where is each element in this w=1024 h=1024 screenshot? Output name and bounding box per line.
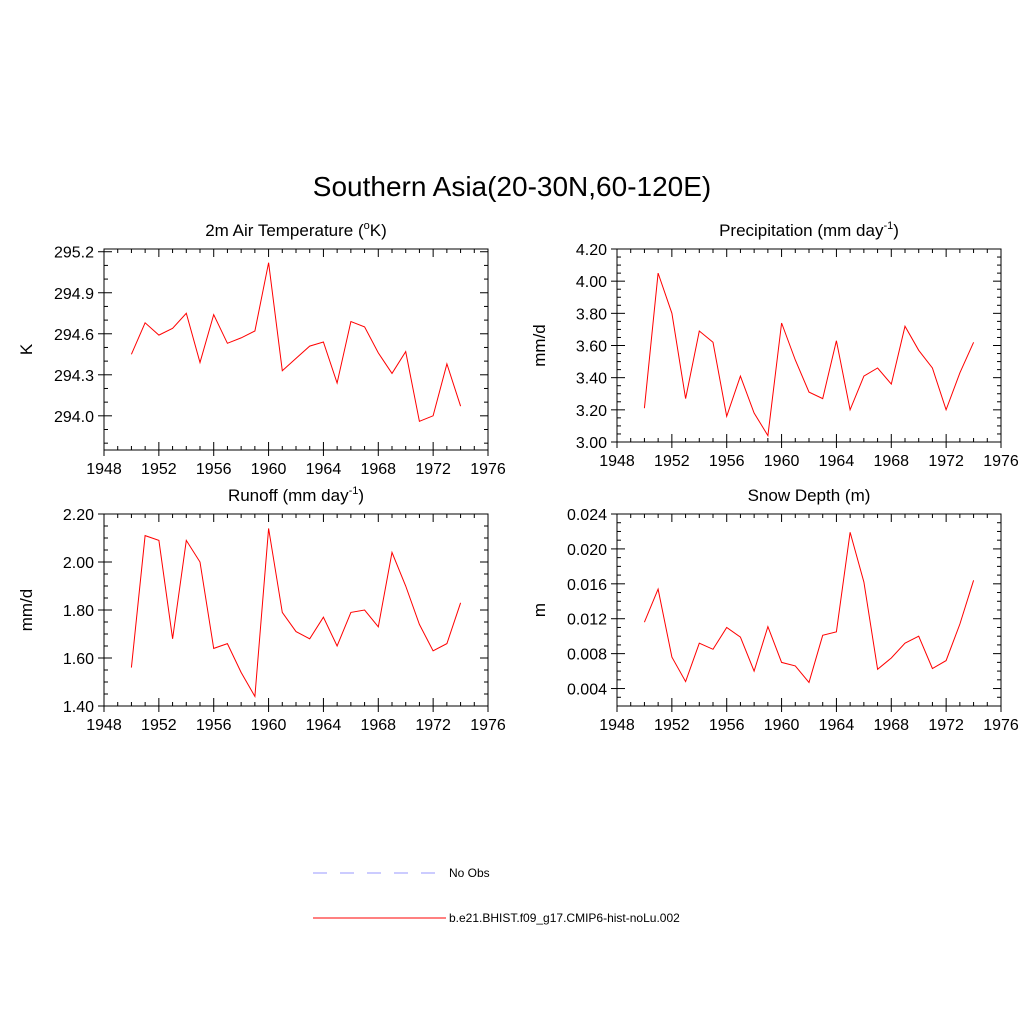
x-tick-label: 1948 bbox=[599, 717, 635, 734]
x-tick-label: 1948 bbox=[86, 717, 122, 734]
panel-snow-depth: 1948 1952 1956 1960 1964 1968 1972 1976 0.004 0.0… bbox=[530, 486, 1019, 734]
y-tick-label: 1.40 bbox=[63, 699, 94, 716]
y-axis-label: m bbox=[530, 603, 549, 617]
x-tick-label: 1952 bbox=[141, 461, 177, 478]
y-tick-label: 294.3 bbox=[54, 368, 94, 385]
x-tick-label: 1948 bbox=[599, 453, 635, 470]
y-tick-label: 0.020 bbox=[567, 542, 607, 559]
y-tick-label: 3.80 bbox=[576, 306, 607, 323]
x-tick-label: 1960 bbox=[764, 453, 800, 470]
y-axis-label: K bbox=[17, 343, 36, 355]
y-axis-label: mm/d bbox=[17, 589, 36, 632]
y-tick-label: 3.40 bbox=[576, 371, 607, 388]
series-line bbox=[130, 528, 462, 699]
y-tick-label: 2.20 bbox=[63, 507, 94, 524]
series-line bbox=[643, 532, 975, 684]
plot-frame bbox=[616, 248, 1002, 443]
y-tick-label: 4.20 bbox=[576, 242, 607, 259]
y-tick-label: 1.60 bbox=[63, 651, 94, 668]
x-tick-label: 1968 bbox=[873, 717, 909, 734]
x-tick-label: 1968 bbox=[360, 717, 396, 734]
x-tick-label: 1960 bbox=[764, 717, 800, 734]
x-tick-label: 1972 bbox=[928, 717, 964, 734]
figure-title: Southern Asia(20-30N,60-120E) bbox=[313, 171, 711, 202]
y-tick-label: 0.016 bbox=[567, 577, 607, 594]
y-tick-label: 2.00 bbox=[63, 555, 94, 572]
y-tick-label: 0.024 bbox=[567, 507, 607, 524]
y-tick-label: 294.6 bbox=[54, 327, 94, 344]
legend: No Obs b.e21.BHIST.f09_g17.CMIP6-hist-no… bbox=[313, 866, 680, 925]
x-tick-label: 1964 bbox=[306, 461, 342, 478]
x-tick-label: 1948 bbox=[86, 461, 122, 478]
x-tick-label: 1952 bbox=[654, 717, 690, 734]
panel-precipitation: 1948 1952 1956 1960 1964 1968 1972 1976 3.00 3.20… bbox=[530, 220, 1019, 470]
y-tick-label: 0.004 bbox=[567, 682, 607, 699]
x-tick-label: 1964 bbox=[819, 717, 855, 734]
panel-air-temperature: 1948 1952 1956 1960 1964 1968 1972 1976 294.0 294… bbox=[17, 220, 506, 478]
y-axis-label: mm/d bbox=[530, 324, 549, 367]
y-tick-label: 294.9 bbox=[54, 286, 94, 303]
x-tick-label: 1976 bbox=[983, 717, 1019, 734]
y-tick-label: 0.012 bbox=[567, 612, 607, 629]
x-tick-label: 1956 bbox=[196, 461, 232, 478]
x-tick-label: 1964 bbox=[819, 453, 855, 470]
legend-label-no-obs: No Obs bbox=[449, 866, 490, 880]
x-tick-label: 1968 bbox=[360, 461, 396, 478]
x-tick-label: 1952 bbox=[141, 717, 177, 734]
legend-label-model: b.e21.BHIST.f09_g17.CMIP6-hist-noLu.002 bbox=[449, 911, 680, 925]
x-tick-label: 1956 bbox=[196, 717, 232, 734]
y-tick-label: 3.20 bbox=[576, 403, 607, 420]
x-tick-label: 1972 bbox=[928, 453, 964, 470]
panel-title: Precipitation (mm day-1) bbox=[719, 220, 899, 240]
x-tick-label: 1976 bbox=[470, 461, 506, 478]
y-tick-label: 4.00 bbox=[576, 274, 607, 291]
series-line bbox=[130, 262, 462, 422]
x-tick-label: 1960 bbox=[251, 717, 287, 734]
y-tick-label: 1.80 bbox=[63, 603, 94, 620]
x-tick-label: 1972 bbox=[415, 717, 451, 734]
panel-title: Runoff (mm day-1) bbox=[228, 485, 364, 505]
x-tick-label: 1956 bbox=[709, 453, 745, 470]
x-tick-label: 1968 bbox=[873, 453, 909, 470]
plot-frame bbox=[103, 248, 489, 451]
x-tick-label: 1960 bbox=[251, 461, 287, 478]
panel-title: Snow Depth (m) bbox=[748, 486, 871, 505]
y-tick-label: 295.2 bbox=[54, 245, 94, 262]
y-tick-label: 294.0 bbox=[54, 409, 94, 426]
x-tick-label: 1952 bbox=[654, 453, 690, 470]
y-tick-label: 3.00 bbox=[576, 435, 607, 452]
plot-frame bbox=[103, 513, 489, 707]
y-tick-label: 3.60 bbox=[576, 339, 607, 356]
x-tick-label: 1976 bbox=[983, 453, 1019, 470]
y-tick-label: 0.008 bbox=[567, 647, 607, 664]
series-line bbox=[643, 272, 975, 438]
x-tick-label: 1956 bbox=[709, 717, 745, 734]
x-tick-label: 1964 bbox=[306, 717, 342, 734]
panel-runoff: 1948 1952 1956 1960 1964 1968 1972 1976 1.40 1.60… bbox=[17, 485, 506, 734]
x-tick-label: 1976 bbox=[470, 717, 506, 734]
plot-frame bbox=[616, 513, 1002, 707]
x-tick-label: 1972 bbox=[415, 461, 451, 478]
panel-title: 2m Air Temperature (oK) bbox=[205, 220, 387, 240]
